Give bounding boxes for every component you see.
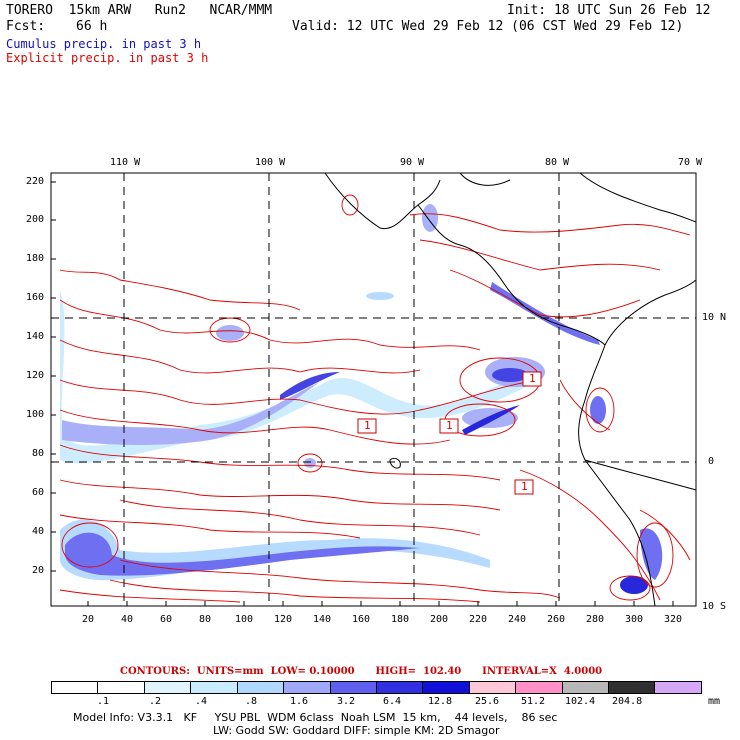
lon-label: 100 W — [255, 157, 286, 168]
legend-label: 204.8 — [612, 696, 643, 707]
y-tick: 200 — [26, 214, 45, 225]
legend-label: 25.6 — [475, 696, 500, 707]
legend-swatch — [143, 682, 191, 693]
legend-label: .8 — [245, 696, 258, 707]
legend-label: .4 — [195, 696, 208, 707]
lon-label: 80 W — [545, 157, 570, 168]
lat-lon-grid — [51, 173, 696, 606]
legend-swatch — [329, 682, 376, 693]
x-tick: 200 — [430, 614, 449, 625]
y-tick: 60 — [32, 487, 45, 498]
legend-label: 1.6 — [290, 696, 309, 707]
x-tick: 120 — [274, 614, 293, 625]
legend-swatch — [283, 682, 330, 693]
x-tick: 60 — [160, 614, 173, 625]
lon-label: 70 W — [678, 157, 703, 168]
model-title: TORERO 15km ARW Run2 NCAR/MMM — [6, 3, 273, 18]
box-label: 1 — [364, 419, 371, 432]
y-tick: 160 — [26, 292, 45, 303]
x-tick: 300 — [625, 614, 644, 625]
forecast-hour: 66 h — [76, 19, 108, 34]
x-tick: 20 — [82, 614, 95, 625]
legend-swatch — [515, 682, 562, 693]
x-tick: 40 — [121, 614, 134, 625]
x-tick: 160 — [352, 614, 371, 625]
model-info-line1: Model Info: V3.3.1 KF YSU PBL WDM 6class… — [73, 711, 558, 724]
x-tick: 180 — [391, 614, 410, 625]
coastlines — [324, 172, 697, 607]
legend-swatch — [97, 682, 144, 693]
x-tick: 100 — [235, 614, 254, 625]
box-label: 1 — [529, 372, 536, 385]
legend-swatch — [654, 682, 701, 693]
legend-swatch — [52, 682, 98, 693]
forecast-label: Fcst: — [6, 19, 46, 34]
y-tick: 140 — [26, 331, 45, 342]
legend-label: 6.4 — [383, 696, 402, 707]
lat-label: 10 S — [702, 601, 727, 612]
legend-label: 51.2 — [521, 696, 546, 707]
legend-swatch — [190, 682, 237, 693]
y-tick: 220 — [26, 176, 45, 187]
annotation-boxes — [357, 371, 542, 495]
y-tick: 120 — [26, 370, 45, 381]
legend-swatch — [468, 682, 516, 693]
legend-swatch — [375, 682, 423, 693]
box-label: 1 — [446, 419, 453, 432]
legend-label: .1 — [97, 696, 110, 707]
lat-label: 10 N — [702, 312, 727, 323]
x-tick: 280 — [586, 614, 605, 625]
lat-label: 0 — [708, 456, 715, 467]
y-tick: 80 — [32, 448, 45, 459]
legend-swatch — [561, 682, 609, 693]
legend-swatch — [422, 682, 469, 693]
field-title-explicit: Explicit precip. in past 3 h — [6, 51, 209, 65]
x-tick: 320 — [664, 614, 683, 625]
model-info-line2: LW: Godd SW: Goddard DIFF: simple KM: 2D… — [213, 724, 500, 737]
x-tick: 80 — [199, 614, 212, 625]
valid-time: Valid: 12 UTC Wed 29 Feb 12 (06 CST Wed … — [292, 19, 684, 34]
y-tick: 20 — [32, 565, 45, 576]
legend-label: 12.8 — [428, 696, 453, 707]
x-tick: 260 — [547, 614, 566, 625]
color-legend — [51, 681, 702, 694]
legend-unit: mm — [708, 696, 721, 707]
frame-ticks — [51, 181, 674, 606]
lon-label: 90 W — [400, 157, 425, 168]
y-tick: 180 — [26, 253, 45, 264]
lon-label: 110 W — [110, 157, 141, 168]
legend-swatch — [608, 682, 655, 693]
legend-swatch — [236, 682, 284, 693]
init-time: Init: 18 UTC Sun 26 Feb 12 — [507, 3, 711, 18]
legend-label: .2 — [149, 696, 162, 707]
field-title-cumulus: Cumulus precip. in past 3 h — [6, 37, 202, 51]
y-tick: 40 — [32, 526, 45, 537]
x-tick: 220 — [469, 614, 488, 625]
box-label: 1 — [521, 480, 528, 493]
legend-label: 102.4 — [565, 696, 596, 707]
y-tick: 100 — [26, 409, 45, 420]
x-tick: 240 — [508, 614, 527, 625]
x-tick: 140 — [313, 614, 332, 625]
contours-note: CONTOURS: UNITS=mm LOW= 0.10000 HIGH= 10… — [120, 666, 603, 677]
legend-label: 3.2 — [337, 696, 356, 707]
